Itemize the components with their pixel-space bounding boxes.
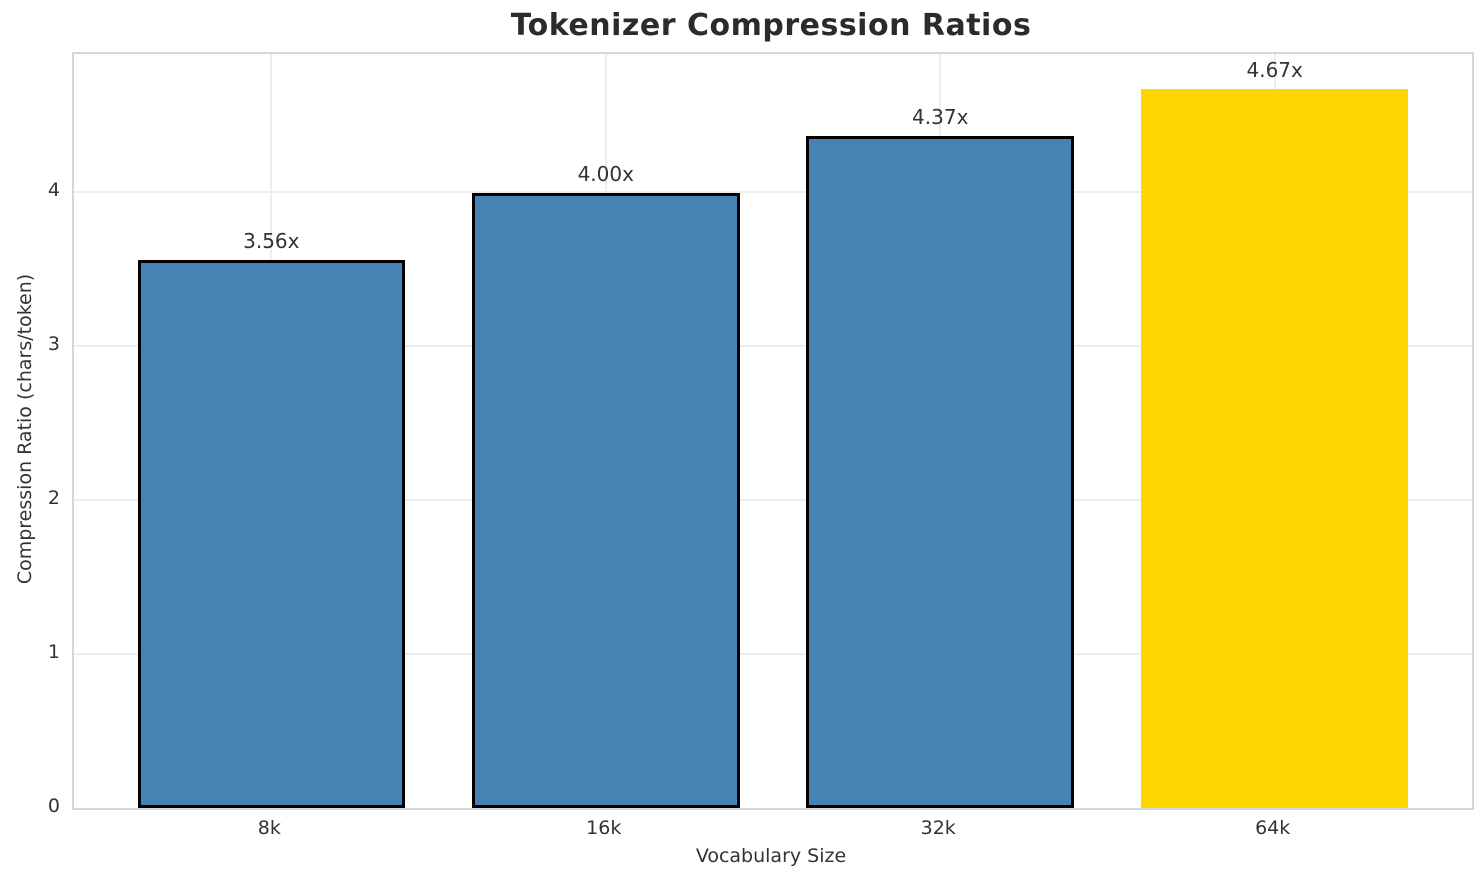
y-tick-label: 1 [47, 641, 60, 664]
bar-32k [806, 135, 1074, 808]
gridline-horizontal [74, 345, 1472, 348]
x-tick-label: 32k [920, 817, 956, 839]
plot-area: 3.56x 4.00x 4.37x 4.67x [72, 52, 1474, 810]
bar-8k [137, 260, 406, 808]
chart-title: Tokenizer Compression Ratios [510, 8, 1032, 43]
y-tick-label: 2 [47, 487, 60, 510]
gridline-horizontal [74, 191, 1472, 194]
y-axis-label: Compression Ratio (chars/token) [14, 273, 36, 585]
bar-value-label: 4.67x [1246, 58, 1303, 83]
x-axis-label: Vocabulary Size [695, 845, 847, 867]
y-tick-label: 3 [47, 333, 60, 356]
bar-value-label: 4.00x [577, 161, 634, 186]
y-tick-label: 4 [47, 179, 60, 202]
gridline-horizontal [74, 653, 1472, 656]
bar-value-label: 4.37x [912, 104, 969, 129]
bar-64k [1140, 89, 1409, 808]
x-tick-label: 16k [586, 817, 622, 839]
bar-16k [471, 192, 740, 808]
gridline-horizontal [74, 499, 1472, 502]
x-tick-label: 64k [1255, 817, 1291, 839]
y-tick-label: 0 [47, 795, 60, 817]
bar-value-label: 3.56x [243, 229, 300, 254]
x-tick-label: 8k [257, 817, 281, 839]
